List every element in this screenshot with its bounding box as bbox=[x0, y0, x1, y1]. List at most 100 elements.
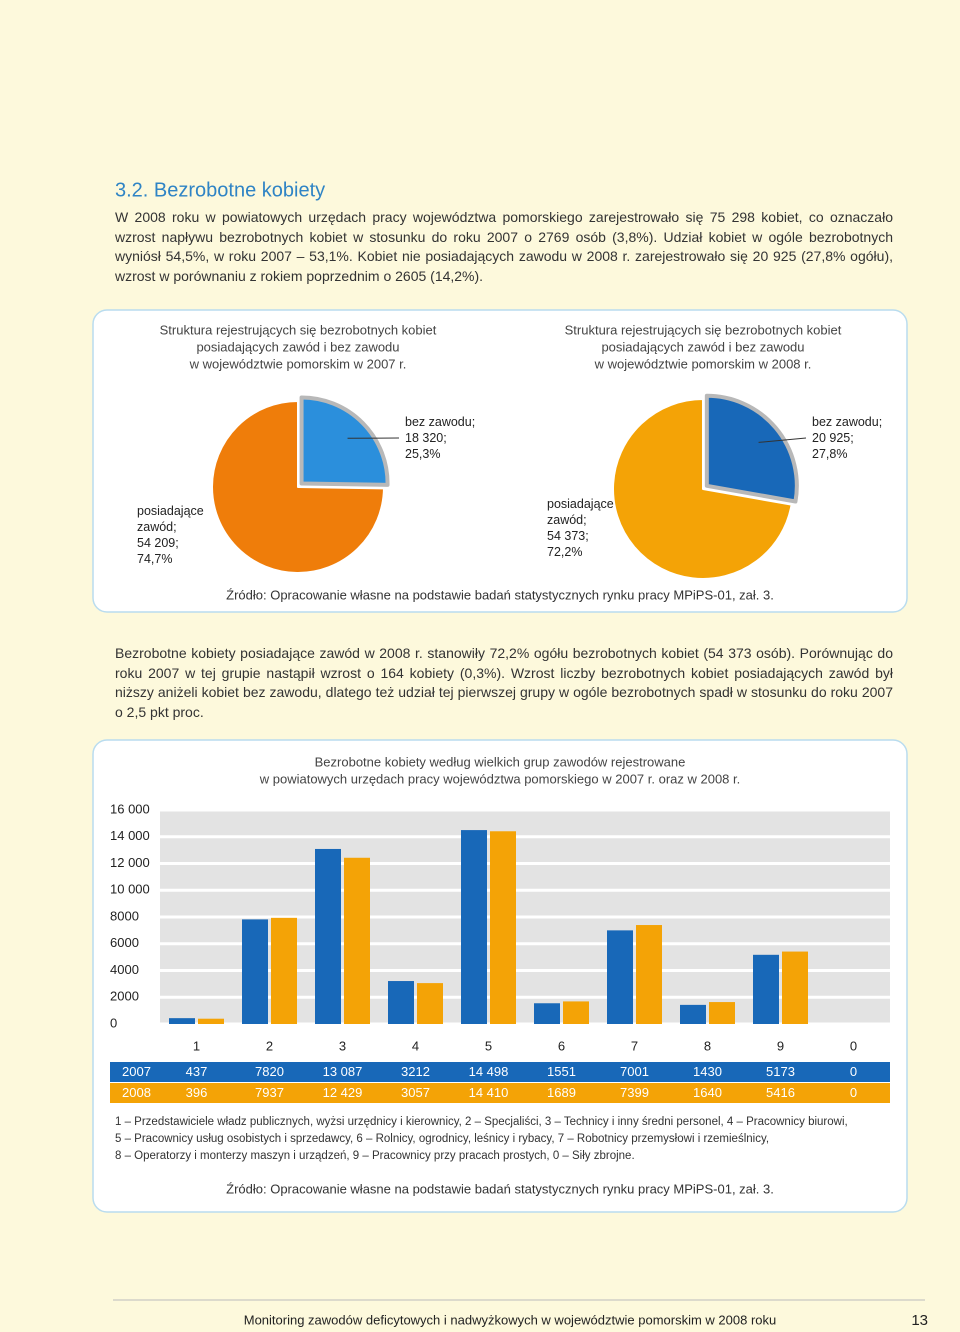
bar bbox=[417, 983, 443, 1024]
table-value: 3057 bbox=[401, 1085, 430, 1100]
table-value: 14 498 bbox=[469, 1064, 509, 1079]
x-tick-label: 7 bbox=[631, 1038, 638, 1053]
paragraph: W 2008 roku w powiatowych urzędach pracy… bbox=[115, 209, 893, 284]
pie-slice bbox=[299, 395, 390, 487]
pie-label-value: 54 373; bbox=[547, 529, 589, 543]
x-tick-label: 6 bbox=[558, 1038, 565, 1053]
pie-slice bbox=[704, 393, 799, 504]
bar bbox=[198, 1018, 224, 1024]
x-tick-label: 4 bbox=[412, 1038, 419, 1053]
table-value: 1430 bbox=[693, 1064, 722, 1079]
table-row bbox=[110, 1083, 890, 1103]
pie-title: Struktura rejestrujących się bezrobotnyc… bbox=[565, 322, 842, 337]
pie-label-category: bez zawodu; bbox=[812, 415, 883, 429]
bar-title: w powiatowych urzędach pracy województwa… bbox=[259, 771, 741, 786]
bar bbox=[534, 1003, 560, 1024]
x-tick-label: 2 bbox=[266, 1038, 273, 1053]
y-tick-label: 6000 bbox=[110, 935, 139, 950]
pie-label-value: 20 925; bbox=[812, 431, 854, 445]
y-tick-label: 2000 bbox=[110, 989, 139, 1004]
y-tick-label: 12 000 bbox=[110, 855, 150, 870]
bar bbox=[344, 857, 370, 1024]
bar bbox=[636, 925, 662, 1024]
pie-label: bez zawodu; 18 320; 25,3% bbox=[405, 414, 485, 462]
table-value: 1640 bbox=[693, 1085, 722, 1100]
pie-label-value: 18 320; bbox=[405, 431, 447, 445]
table-value: 1551 bbox=[547, 1064, 576, 1079]
x-tick-label: 9 bbox=[777, 1038, 784, 1053]
pie-label-value: 54 209; bbox=[137, 536, 179, 550]
y-tick-label: 10 000 bbox=[110, 882, 150, 897]
table-value: 7937 bbox=[255, 1085, 284, 1100]
bar bbox=[782, 951, 808, 1024]
bar bbox=[607, 930, 633, 1024]
bar bbox=[315, 848, 341, 1024]
table-value: 5173 bbox=[766, 1064, 795, 1079]
bar bbox=[680, 1004, 706, 1024]
y-tick-label: 8000 bbox=[110, 908, 139, 923]
pie-title: posiadających zawód i bez zawodu bbox=[196, 339, 399, 354]
x-tick-label: 1 bbox=[193, 1038, 200, 1053]
x-tick-label: 8 bbox=[704, 1038, 711, 1053]
x-tick-label: 0 bbox=[850, 1038, 857, 1053]
table-row bbox=[110, 1062, 890, 1082]
table-value: 12 429 bbox=[323, 1085, 363, 1100]
bar-title: Bezrobotne kobiety według wielkich grup … bbox=[315, 754, 686, 769]
bar bbox=[271, 917, 297, 1024]
table-value: 0 bbox=[850, 1064, 857, 1079]
bar bbox=[461, 830, 487, 1024]
bar bbox=[563, 1001, 589, 1024]
pie-label: posiadające zawód; 54 373; 72,2% bbox=[547, 496, 627, 560]
pie-label-percent: 72,2% bbox=[547, 545, 583, 559]
legend-entry: 2008 bbox=[122, 1085, 151, 1100]
pie-label-percent: 27,8% bbox=[812, 447, 848, 461]
legend-note-line: 1 – Przedstawiciele władz publicznych, w… bbox=[115, 1116, 848, 1128]
legend-note-line: 5 – Pracownicy usług osobistych i sprzed… bbox=[115, 1133, 770, 1145]
y-tick-label: 16 000 bbox=[110, 801, 150, 816]
leader-line bbox=[758, 437, 807, 443]
pie-label: bez zawodu; 20 925; 27,8% bbox=[812, 414, 892, 462]
table-value: 437 bbox=[186, 1064, 208, 1079]
paragraph: Bezrobotne kobiety posiadające zawód w 2… bbox=[115, 645, 893, 720]
table-value: 5416 bbox=[766, 1085, 795, 1100]
pie-slice bbox=[211, 400, 385, 574]
pie-label-percent: 74,7% bbox=[137, 552, 173, 566]
table-value: 396 bbox=[186, 1085, 208, 1100]
pie-title: Struktura rejestrujących się bezrobotnyc… bbox=[160, 322, 437, 337]
pie-title: w województwie pomorskim w 2008 r. bbox=[594, 356, 812, 371]
pie-label-category: bez zawodu; bbox=[405, 415, 476, 429]
table-value: 3212 bbox=[401, 1064, 430, 1079]
legend-entry: 2007 bbox=[122, 1064, 151, 1079]
table-value: 0 bbox=[850, 1085, 857, 1100]
legend-note-line: 8 – Operatorzy i monterzy maszyn i urząd… bbox=[115, 1150, 635, 1162]
pie-label-category: posiadające zawód; bbox=[137, 504, 204, 534]
bar bbox=[169, 1018, 195, 1024]
bar bbox=[242, 919, 268, 1024]
source-note: Źródło: Opracowanie własne na podstawie … bbox=[226, 587, 774, 602]
footer-text: Monitoring zawodów deficytowych i nadwyż… bbox=[244, 1312, 777, 1327]
pie-label-percent: 25,3% bbox=[405, 447, 441, 461]
bar bbox=[709, 1002, 735, 1024]
x-tick-label: 5 bbox=[485, 1038, 492, 1053]
y-tick-label: 4000 bbox=[110, 962, 139, 977]
pie-label: posiadające zawód; 54 209; 74,7% bbox=[137, 503, 217, 567]
bar bbox=[753, 954, 779, 1024]
section-title: 3.2. Bezrobotne kobiety bbox=[115, 179, 325, 201]
bar bbox=[490, 831, 516, 1024]
source-note: Źródło: Opracowanie własne na podstawie … bbox=[226, 1181, 774, 1196]
table-value: 1689 bbox=[547, 1085, 576, 1100]
table-value: 7001 bbox=[620, 1064, 649, 1079]
page-number: 13 bbox=[911, 1312, 928, 1329]
legend-note: 1 – Przedstawiciele władz publicznych, w… bbox=[115, 1114, 905, 1165]
pie-title: posiadających zawód i bez zawodu bbox=[601, 339, 804, 354]
table-value: 13 087 bbox=[323, 1064, 363, 1079]
y-tick-label: 0 bbox=[110, 1015, 117, 1030]
bar bbox=[388, 981, 414, 1024]
pie-title: w województwie pomorskim w 2007 r. bbox=[189, 356, 407, 371]
table-value: 14 410 bbox=[469, 1085, 509, 1100]
pie-label-category: posiadające zawód; bbox=[547, 497, 614, 527]
table-value: 7820 bbox=[255, 1064, 284, 1079]
